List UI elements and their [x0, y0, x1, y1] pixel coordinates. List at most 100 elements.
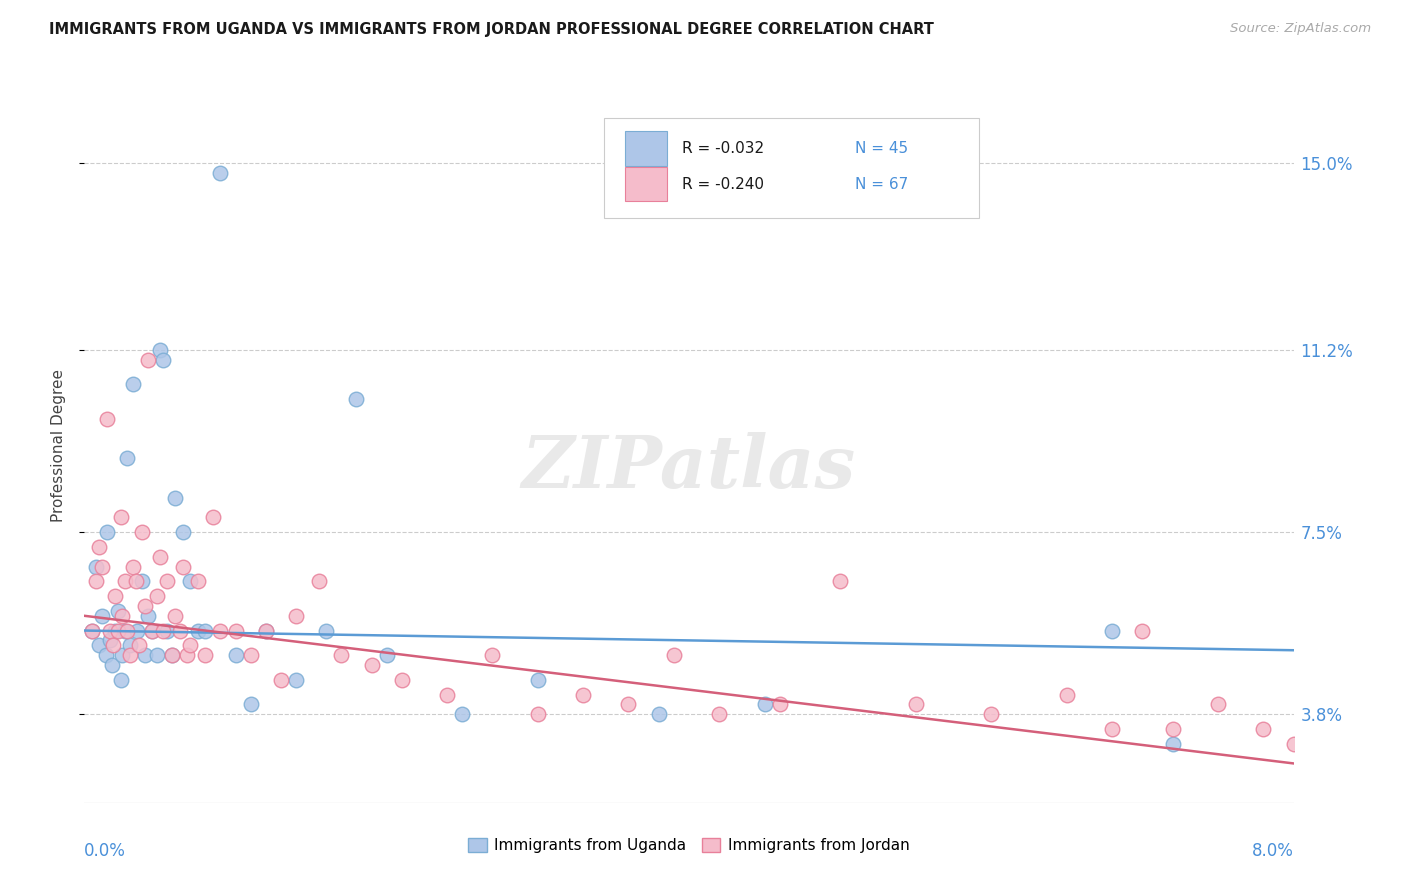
Point [91, 608, 114, 623]
Point [1161, 722, 1184, 736]
Point [89, 540, 111, 554]
Point [904, 698, 927, 712]
Point [118, 638, 141, 652]
Point [121, 559, 143, 574]
Point [86, 574, 108, 589]
Legend: Immigrants from Uganda, Immigrants from Jordan: Immigrants from Uganda, Immigrants from … [463, 832, 915, 859]
Point [284, 673, 308, 687]
Point [104, 589, 127, 603]
Point [146, 589, 169, 603]
Point [98, 624, 121, 638]
Point [239, 698, 262, 712]
Text: R = -0.240: R = -0.240 [682, 177, 763, 192]
Point [980, 707, 1002, 722]
Text: Source: ZipAtlas.com: Source: ZipAtlas.com [1230, 22, 1371, 36]
Point [769, 698, 792, 712]
Text: R = -0.032: R = -0.032 [682, 141, 763, 156]
Point [91, 559, 114, 574]
Point [89, 638, 111, 652]
Point [111, 608, 134, 623]
Point [172, 559, 194, 574]
Point [110, 673, 132, 687]
Point [104, 624, 127, 638]
Point [127, 624, 149, 638]
Point [152, 624, 174, 638]
Point [136, 352, 159, 367]
Point [128, 638, 150, 652]
Point [617, 698, 640, 712]
Point [165, 608, 187, 623]
Text: N = 45: N = 45 [855, 141, 908, 156]
Point [118, 648, 141, 662]
FancyBboxPatch shape [605, 118, 979, 218]
Point [209, 166, 232, 180]
Point [149, 549, 172, 564]
Point [179, 574, 201, 589]
Point [1253, 722, 1275, 736]
Point [754, 698, 776, 712]
Point [239, 648, 262, 662]
Point [284, 608, 308, 623]
Point [98, 633, 121, 648]
Point [156, 624, 179, 638]
Point [80, 624, 103, 638]
Point [131, 574, 153, 589]
Y-axis label: Professional Degree: Professional Degree [51, 369, 66, 523]
Point [436, 688, 458, 702]
Point [527, 673, 550, 687]
Point [451, 707, 474, 722]
Point [172, 525, 194, 540]
Point [86, 559, 108, 574]
Point [225, 624, 247, 638]
Point [187, 624, 209, 638]
Point [111, 648, 134, 662]
Point [360, 658, 382, 673]
Point [110, 510, 132, 524]
Point [114, 574, 136, 589]
Point [346, 392, 368, 407]
Point [201, 510, 224, 524]
Point [121, 377, 143, 392]
Text: ZIPatlas: ZIPatlas [522, 432, 856, 503]
Point [134, 599, 156, 613]
Point [1374, 747, 1396, 761]
Point [225, 648, 247, 662]
Point [101, 638, 124, 652]
Point [107, 604, 129, 618]
Point [146, 648, 169, 662]
Point [481, 648, 503, 662]
Point [165, 491, 187, 505]
Point [1101, 722, 1123, 736]
Point [330, 648, 353, 662]
Text: 0.0%: 0.0% [84, 842, 127, 860]
Point [125, 574, 148, 589]
Point [156, 574, 179, 589]
Point [96, 412, 118, 426]
Bar [624, 167, 668, 202]
Point [169, 624, 191, 638]
Point [375, 648, 398, 662]
Point [100, 658, 122, 673]
Point [1161, 737, 1184, 751]
Point [830, 574, 852, 589]
Point [709, 707, 731, 722]
Point [1101, 624, 1123, 638]
Point [160, 648, 183, 662]
Point [152, 352, 174, 367]
Point [662, 648, 685, 662]
Point [176, 648, 198, 662]
Point [96, 525, 118, 540]
Point [94, 648, 117, 662]
Point [1206, 698, 1229, 712]
Point [315, 624, 337, 638]
Point [1132, 624, 1154, 638]
Point [254, 624, 277, 638]
Point [308, 574, 330, 589]
Point [80, 624, 103, 638]
Point [254, 624, 277, 638]
Text: N = 67: N = 67 [855, 177, 908, 192]
Text: 8.0%: 8.0% [1251, 842, 1294, 860]
Point [134, 648, 156, 662]
Point [131, 525, 153, 540]
Point [391, 673, 413, 687]
